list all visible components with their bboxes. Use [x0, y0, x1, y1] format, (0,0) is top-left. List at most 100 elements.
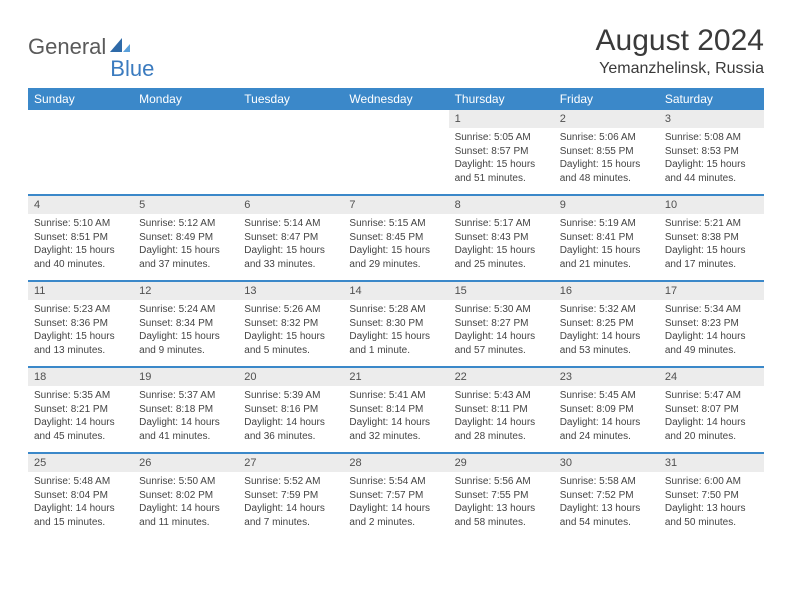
sunset-text: Sunset: 8:09 PM: [560, 403, 653, 417]
day-number: 8: [449, 196, 554, 214]
calendar-page: General Blue August 2024 Yemanzhelinsk, …: [0, 0, 792, 558]
daylight-text: Daylight: 15 hours and 5 minutes.: [244, 330, 337, 357]
day-number: [343, 110, 448, 116]
day-cell: 26Sunrise: 5:50 AMSunset: 8:02 PMDayligh…: [133, 454, 238, 538]
sunset-text: Sunset: 7:57 PM: [349, 489, 442, 503]
sunrise-text: Sunrise: 5:50 AM: [139, 475, 232, 489]
day-details: Sunrise: 5:50 AMSunset: 8:02 PMDaylight:…: [133, 472, 238, 534]
calendar: Sunday Monday Tuesday Wednesday Thursday…: [28, 88, 764, 538]
day-number: [238, 110, 343, 116]
day-cell: 20Sunrise: 5:39 AMSunset: 8:16 PMDayligh…: [238, 368, 343, 452]
daylight-text: Daylight: 14 hours and 32 minutes.: [349, 416, 442, 443]
day-details: Sunrise: 5:35 AMSunset: 8:21 PMDaylight:…: [28, 386, 133, 448]
week-row: 11Sunrise: 5:23 AMSunset: 8:36 PMDayligh…: [28, 280, 764, 366]
day-details: Sunrise: 5:23 AMSunset: 8:36 PMDaylight:…: [28, 300, 133, 362]
day-details: Sunrise: 5:32 AMSunset: 8:25 PMDaylight:…: [554, 300, 659, 362]
sunset-text: Sunset: 8:36 PM: [34, 317, 127, 331]
sunrise-text: Sunrise: 5:28 AM: [349, 303, 442, 317]
day-number: 9: [554, 196, 659, 214]
day-number: 12: [133, 282, 238, 300]
title-block: August 2024 Yemanzhelinsk, Russia: [596, 24, 764, 78]
daylight-text: Daylight: 14 hours and 36 minutes.: [244, 416, 337, 443]
weekday-header-row: Sunday Monday Tuesday Wednesday Thursday…: [28, 88, 764, 110]
sunrise-text: Sunrise: 5:45 AM: [560, 389, 653, 403]
sunset-text: Sunset: 8:11 PM: [455, 403, 548, 417]
sunset-text: Sunset: 8:51 PM: [34, 231, 127, 245]
day-number: 10: [659, 196, 764, 214]
sunrise-text: Sunrise: 5:48 AM: [34, 475, 127, 489]
sunrise-text: Sunrise: 5:52 AM: [244, 475, 337, 489]
day-number: 31: [659, 454, 764, 472]
day-cell: 10Sunrise: 5:21 AMSunset: 8:38 PMDayligh…: [659, 196, 764, 280]
day-cell: 8Sunrise: 5:17 AMSunset: 8:43 PMDaylight…: [449, 196, 554, 280]
week-row: 18Sunrise: 5:35 AMSunset: 8:21 PMDayligh…: [28, 366, 764, 452]
day-number: 22: [449, 368, 554, 386]
day-number: 15: [449, 282, 554, 300]
sunset-text: Sunset: 8:18 PM: [139, 403, 232, 417]
day-details: Sunrise: 5:24 AMSunset: 8:34 PMDaylight:…: [133, 300, 238, 362]
location-label: Yemanzhelinsk, Russia: [596, 60, 764, 78]
daylight-text: Daylight: 13 hours and 58 minutes.: [455, 502, 548, 529]
daylight-text: Daylight: 14 hours and 15 minutes.: [34, 502, 127, 529]
sunrise-text: Sunrise: 5:10 AM: [34, 217, 127, 231]
day-number: 17: [659, 282, 764, 300]
day-details: Sunrise: 5:48 AMSunset: 8:04 PMDaylight:…: [28, 472, 133, 534]
day-cell: 19Sunrise: 5:37 AMSunset: 8:18 PMDayligh…: [133, 368, 238, 452]
day-details: Sunrise: 5:41 AMSunset: 8:14 PMDaylight:…: [343, 386, 448, 448]
day-details: Sunrise: 5:52 AMSunset: 7:59 PMDaylight:…: [238, 472, 343, 534]
sunrise-text: Sunrise: 5:54 AM: [349, 475, 442, 489]
day-cell: 1Sunrise: 5:05 AMSunset: 8:57 PMDaylight…: [449, 110, 554, 194]
sunrise-text: Sunrise: 5:32 AM: [560, 303, 653, 317]
day-details: Sunrise: 5:17 AMSunset: 8:43 PMDaylight:…: [449, 214, 554, 276]
sunrise-text: Sunrise: 5:12 AM: [139, 217, 232, 231]
day-number: 5: [133, 196, 238, 214]
sunrise-text: Sunrise: 6:00 AM: [665, 475, 758, 489]
sunrise-text: Sunrise: 5:19 AM: [560, 217, 653, 231]
sunset-text: Sunset: 7:50 PM: [665, 489, 758, 503]
day-number: 11: [28, 282, 133, 300]
sunset-text: Sunset: 8:23 PM: [665, 317, 758, 331]
day-cell: 25Sunrise: 5:48 AMSunset: 8:04 PMDayligh…: [28, 454, 133, 538]
day-details: Sunrise: 5:58 AMSunset: 7:52 PMDaylight:…: [554, 472, 659, 534]
day-cell: 12Sunrise: 5:24 AMSunset: 8:34 PMDayligh…: [133, 282, 238, 366]
day-number: 2: [554, 110, 659, 128]
daylight-text: Daylight: 14 hours and 57 minutes.: [455, 330, 548, 357]
day-number: 14: [343, 282, 448, 300]
day-details: Sunrise: 5:54 AMSunset: 7:57 PMDaylight:…: [343, 472, 448, 534]
day-cell: 23Sunrise: 5:45 AMSunset: 8:09 PMDayligh…: [554, 368, 659, 452]
day-cell: 15Sunrise: 5:30 AMSunset: 8:27 PMDayligh…: [449, 282, 554, 366]
sunrise-text: Sunrise: 5:43 AM: [455, 389, 548, 403]
sunrise-text: Sunrise: 5:37 AM: [139, 389, 232, 403]
sunrise-text: Sunrise: 5:06 AM: [560, 131, 653, 145]
day-number: 21: [343, 368, 448, 386]
week-row: 25Sunrise: 5:48 AMSunset: 8:04 PMDayligh…: [28, 452, 764, 538]
day-details: Sunrise: 5:19 AMSunset: 8:41 PMDaylight:…: [554, 214, 659, 276]
daylight-text: Daylight: 15 hours and 13 minutes.: [34, 330, 127, 357]
sunrise-text: Sunrise: 5:24 AM: [139, 303, 232, 317]
sunset-text: Sunset: 8:07 PM: [665, 403, 758, 417]
day-cell: [133, 110, 238, 194]
day-number: 20: [238, 368, 343, 386]
day-cell: 6Sunrise: 5:14 AMSunset: 8:47 PMDaylight…: [238, 196, 343, 280]
day-details: Sunrise: 5:45 AMSunset: 8:09 PMDaylight:…: [554, 386, 659, 448]
sunset-text: Sunset: 8:57 PM: [455, 145, 548, 159]
day-details: Sunrise: 5:39 AMSunset: 8:16 PMDaylight:…: [238, 386, 343, 448]
day-cell: 27Sunrise: 5:52 AMSunset: 7:59 PMDayligh…: [238, 454, 343, 538]
day-number: 13: [238, 282, 343, 300]
daylight-text: Daylight: 13 hours and 54 minutes.: [560, 502, 653, 529]
sunset-text: Sunset: 7:52 PM: [560, 489, 653, 503]
weekday-header: Saturday: [659, 88, 764, 110]
sunrise-text: Sunrise: 5:47 AM: [665, 389, 758, 403]
sunset-text: Sunset: 8:34 PM: [139, 317, 232, 331]
sunset-text: Sunset: 8:49 PM: [139, 231, 232, 245]
sunset-text: Sunset: 8:38 PM: [665, 231, 758, 245]
day-cell: [28, 110, 133, 194]
daylight-text: Daylight: 15 hours and 17 minutes.: [665, 244, 758, 271]
day-details: Sunrise: 5:30 AMSunset: 8:27 PMDaylight:…: [449, 300, 554, 362]
day-number: [133, 110, 238, 116]
sunset-text: Sunset: 8:32 PM: [244, 317, 337, 331]
sunrise-text: Sunrise: 5:08 AM: [665, 131, 758, 145]
daylight-text: Daylight: 15 hours and 1 minute.: [349, 330, 442, 357]
sunrise-text: Sunrise: 5:56 AM: [455, 475, 548, 489]
day-number: 6: [238, 196, 343, 214]
